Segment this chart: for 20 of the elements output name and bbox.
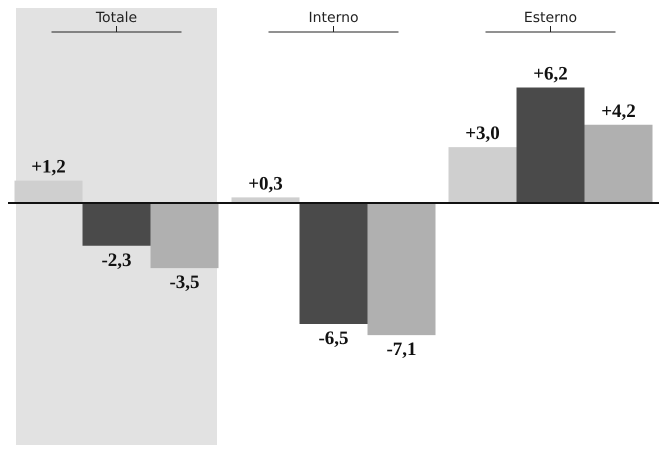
bar [448, 147, 517, 203]
data-label: +3,0 [465, 123, 500, 144]
data-label: -6,5 [318, 328, 349, 349]
data-label: +4,2 [601, 100, 636, 122]
data-label: -7,1 [386, 339, 417, 360]
bar [82, 202, 151, 246]
bar [300, 202, 368, 324]
bar [150, 202, 219, 268]
x-tick-label: Interno [308, 10, 359, 26]
data-label: +1,2 [31, 156, 66, 178]
bar [14, 180, 83, 203]
data-label: +0,3 [248, 173, 283, 194]
bar [368, 202, 436, 336]
data-label: -2,3 [101, 250, 132, 271]
data-label: +6,2 [533, 64, 568, 85]
x-tick-label: Totale [94, 10, 138, 26]
data-label: -3,5 [169, 272, 200, 294]
x-tick-label: Esterno [524, 10, 578, 26]
bar [584, 124, 653, 203]
bar [516, 88, 585, 203]
